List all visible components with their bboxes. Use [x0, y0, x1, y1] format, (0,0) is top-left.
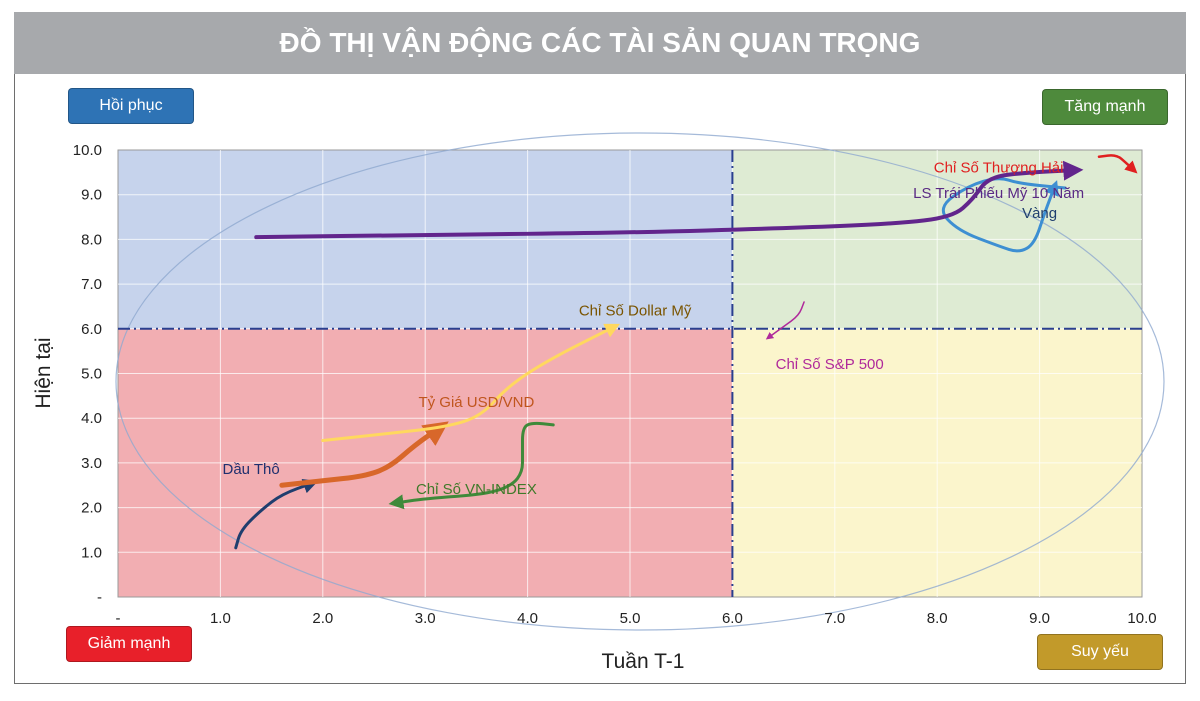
quadrant-badge-giam-manh: Giảm mạnh — [66, 626, 192, 662]
series-line — [1097, 154, 1138, 174]
series-label: Chỉ Số VN-INDEX — [416, 481, 537, 498]
chart-title: ĐỒ THỊ VẬN ĐỘNG CÁC TÀI SẢN QUAN TRỌNG — [14, 12, 1186, 74]
x-tick-label: 5.0 — [620, 610, 641, 627]
series-line — [279, 421, 449, 488]
y-tick-label: 5.0 — [81, 366, 102, 383]
series-line — [388, 421, 555, 510]
series-label: LS Trái Phiếu Mỹ 10 Năm — [913, 185, 1084, 202]
x-tick-label: 2.0 — [312, 610, 333, 627]
series-label: Tỷ Giá USD/VND — [418, 394, 534, 411]
series-line — [321, 323, 620, 443]
x-tick-label: 7.0 — [824, 610, 845, 627]
series-label: Chỉ Số Dollar Mỹ — [579, 302, 692, 319]
series-label: Chỉ Số Thượng Hải — [934, 159, 1064, 176]
x-tick-label: 10.0 — [1127, 610, 1156, 627]
y-tick-label: 10.0 — [73, 142, 102, 159]
quadrant-badge-tang-manh: Tăng mạnh — [1042, 89, 1168, 125]
series-line — [941, 177, 1067, 253]
series-line — [254, 160, 1084, 240]
y-tick-label: 3.0 — [81, 455, 102, 472]
x-tick-label: 6.0 — [722, 610, 743, 627]
x-tick-label: 1.0 — [210, 610, 231, 627]
series-label: Vàng — [1022, 205, 1057, 222]
x-tick-label: 8.0 — [927, 610, 948, 627]
series-label: Chỉ Số S&P 500 — [776, 356, 884, 373]
x-tick-label: 3.0 — [415, 610, 436, 627]
series-line — [234, 479, 319, 550]
y-tick-label: 1.0 — [81, 544, 102, 561]
quadrant-badge-suy-yeu: Suy yếu — [1037, 634, 1163, 670]
y-tick-label: - — [97, 589, 102, 606]
y-tick-label: 2.0 — [81, 500, 102, 517]
quadrant-badge-hoi-phuc: Hồi phục — [68, 88, 194, 124]
y-tick-label: 7.0 — [81, 276, 102, 293]
series-line — [765, 301, 805, 340]
y-tick-label: 4.0 — [81, 410, 102, 427]
y-tick-label: 6.0 — [81, 321, 102, 338]
x-axis-title: Tuần T-1 — [602, 650, 685, 673]
y-tick-label: 8.0 — [81, 231, 102, 248]
y-axis-title: Hiện tại — [32, 337, 55, 408]
x-tick-label: 9.0 — [1029, 610, 1050, 627]
series-label: Dầu Thô — [222, 461, 279, 478]
guide-ellipse — [115, 132, 1165, 631]
x-tick-label: - — [116, 610, 121, 627]
y-tick-label: 9.0 — [81, 187, 102, 204]
x-tick-label: 4.0 — [517, 610, 538, 627]
